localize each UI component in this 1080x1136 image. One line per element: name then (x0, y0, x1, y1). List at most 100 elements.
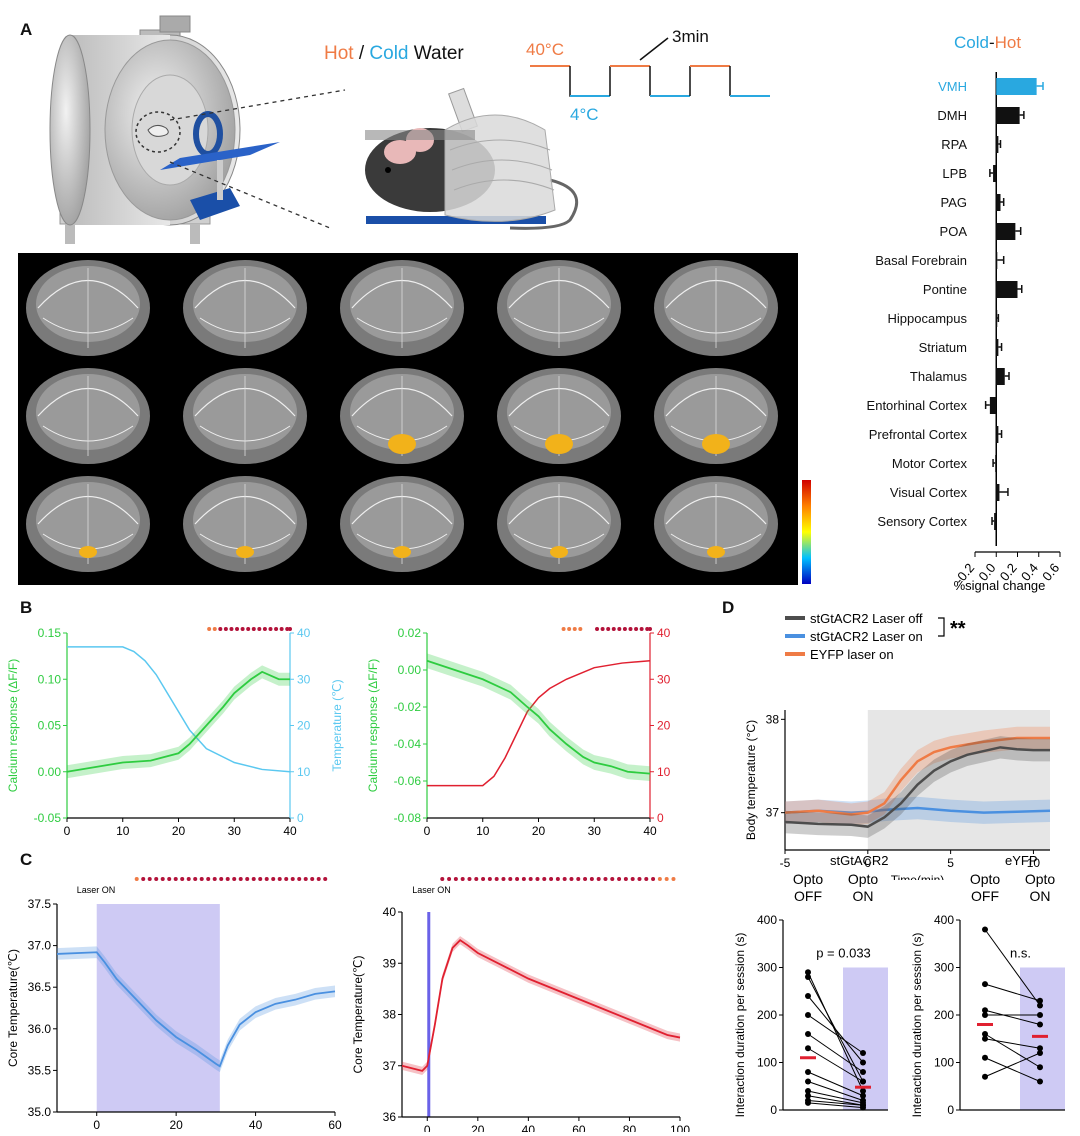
laser-dot (664, 877, 669, 881)
x-tick-label: 0 (424, 1123, 431, 1132)
x-tick-label: 0 (424, 824, 431, 835)
region-bar (996, 339, 999, 356)
pair-line (984, 1057, 1041, 1082)
significance-dot (561, 627, 566, 631)
laser-dot (603, 877, 608, 881)
core-temp-activation-chart: 0204060801003637383940Time(min)Core Temp… (351, 877, 690, 1132)
x-tick-label: 20 (169, 1118, 183, 1132)
core-temp-line (56, 951, 336, 1068)
x-axis-label: Time(min) (891, 873, 945, 880)
temperature-line (67, 646, 291, 773)
laser-dot (154, 877, 159, 881)
laser-dot (542, 877, 547, 881)
y-tick-label: 40 (383, 905, 397, 919)
laser-dot (225, 877, 230, 881)
laser-dot (610, 877, 615, 881)
pair-dot-off (805, 1088, 811, 1094)
region-label: Striatum (919, 340, 967, 355)
laser-dot (474, 877, 479, 881)
x-tick-label: 0 (93, 1118, 100, 1132)
pair-line (807, 1014, 864, 1054)
x-tick-label: 20 (471, 1123, 485, 1132)
region-bar (995, 455, 997, 472)
region-signal-bar-chart: VMH DMH RPA LPB PAG POA Basal Forebrain Pontine… (867, 72, 1062, 593)
hot-temp-label: 40°C (526, 40, 564, 59)
laser-dot (487, 877, 492, 881)
y-tick-label: 0.02 (398, 626, 422, 640)
activation-blob (545, 434, 573, 454)
calcium-line-band (67, 665, 290, 779)
y-tick-label: 400 (757, 913, 777, 927)
y2-tick-label: 0 (297, 811, 304, 825)
condition-label: OFF (971, 888, 999, 904)
laser-window (427, 912, 431, 1117)
condition-label: ON (1030, 888, 1051, 904)
pair-dot-on (1037, 1064, 1043, 1071)
activation-blob (236, 546, 254, 558)
region-label: VMH (938, 79, 967, 94)
interaction-stgtacr2-chart: 0 100 200 300 400 Interaction duration per se… (733, 871, 888, 1117)
pair-dot-on (1037, 1012, 1043, 1018)
region-bar (996, 78, 1037, 95)
laser-on-label: Laser ON (77, 885, 116, 895)
body-temp-chart: -5 0 5 10 37 38 Time(min) Body temperature (°C)… (744, 611, 1051, 880)
pair-line (807, 1095, 864, 1106)
x-tick-label: 20 (172, 824, 186, 835)
pair-line (807, 1047, 864, 1082)
significance-dot (634, 627, 639, 631)
pair-dot-off (805, 974, 811, 980)
y-tick-label: 100 (934, 1056, 954, 1070)
pair-line (807, 1090, 864, 1104)
laser-dot (617, 877, 622, 881)
laser-dot (303, 877, 308, 881)
significance-dot (628, 627, 633, 631)
x-tick-label: 10 (116, 824, 130, 835)
pair-dot-on (860, 1069, 866, 1075)
significance-dot (600, 627, 605, 631)
region-label: LPB (942, 166, 967, 181)
laser-dot (264, 877, 269, 881)
laser-dot (535, 877, 540, 881)
x-tick-label: 40 (283, 824, 297, 835)
y-tick-label: 37.5 (28, 897, 52, 911)
laser-dot (671, 877, 676, 881)
series-line-1-band (785, 796, 1050, 824)
series-line-0-band (785, 736, 1050, 838)
laser-dot (160, 877, 165, 881)
region-bar (993, 165, 997, 182)
pair-line (984, 1052, 1041, 1078)
duration-label: 3min (672, 27, 709, 46)
y-axis-label: Calcium response (ΔF/F) (6, 659, 20, 792)
y2-tick-label: 40 (657, 626, 671, 640)
pair-dot-on (860, 1059, 866, 1066)
condition-label: Opto (848, 871, 879, 887)
region-bar (996, 107, 1020, 124)
bar-title-hot: Hot (994, 33, 1022, 52)
pair-dot-off (805, 1069, 811, 1075)
laser-dot (467, 877, 472, 881)
significance-dot (235, 627, 240, 631)
y-tick-label: 0 (947, 1103, 954, 1117)
region-bar (996, 281, 1018, 298)
y-tick-label: 0.15 (38, 626, 62, 640)
laser-dot (147, 877, 152, 881)
temperature-line (427, 660, 651, 787)
laser-dot (310, 877, 315, 881)
y-tick-label: 38 (383, 1008, 397, 1022)
region-bar (996, 252, 998, 269)
laser-dot (141, 877, 146, 881)
y-tick-label: 200 (934, 1008, 954, 1022)
laser-dot (212, 877, 217, 881)
laser-dot (528, 877, 533, 881)
laser-dot (447, 877, 452, 881)
y2-tick-label: 10 (657, 765, 671, 779)
region-bar (996, 194, 1001, 211)
region-bar (996, 223, 1016, 240)
pair-line (807, 995, 864, 1063)
activation-blob (702, 434, 730, 454)
region-label: PAG (941, 195, 968, 210)
significance-dot (274, 627, 279, 631)
y-axis-label: Calcium response (ΔF/F) (366, 659, 380, 792)
group-label-eyfp: eYFP (1005, 853, 1038, 868)
region-label: Hippocampus (888, 311, 968, 326)
